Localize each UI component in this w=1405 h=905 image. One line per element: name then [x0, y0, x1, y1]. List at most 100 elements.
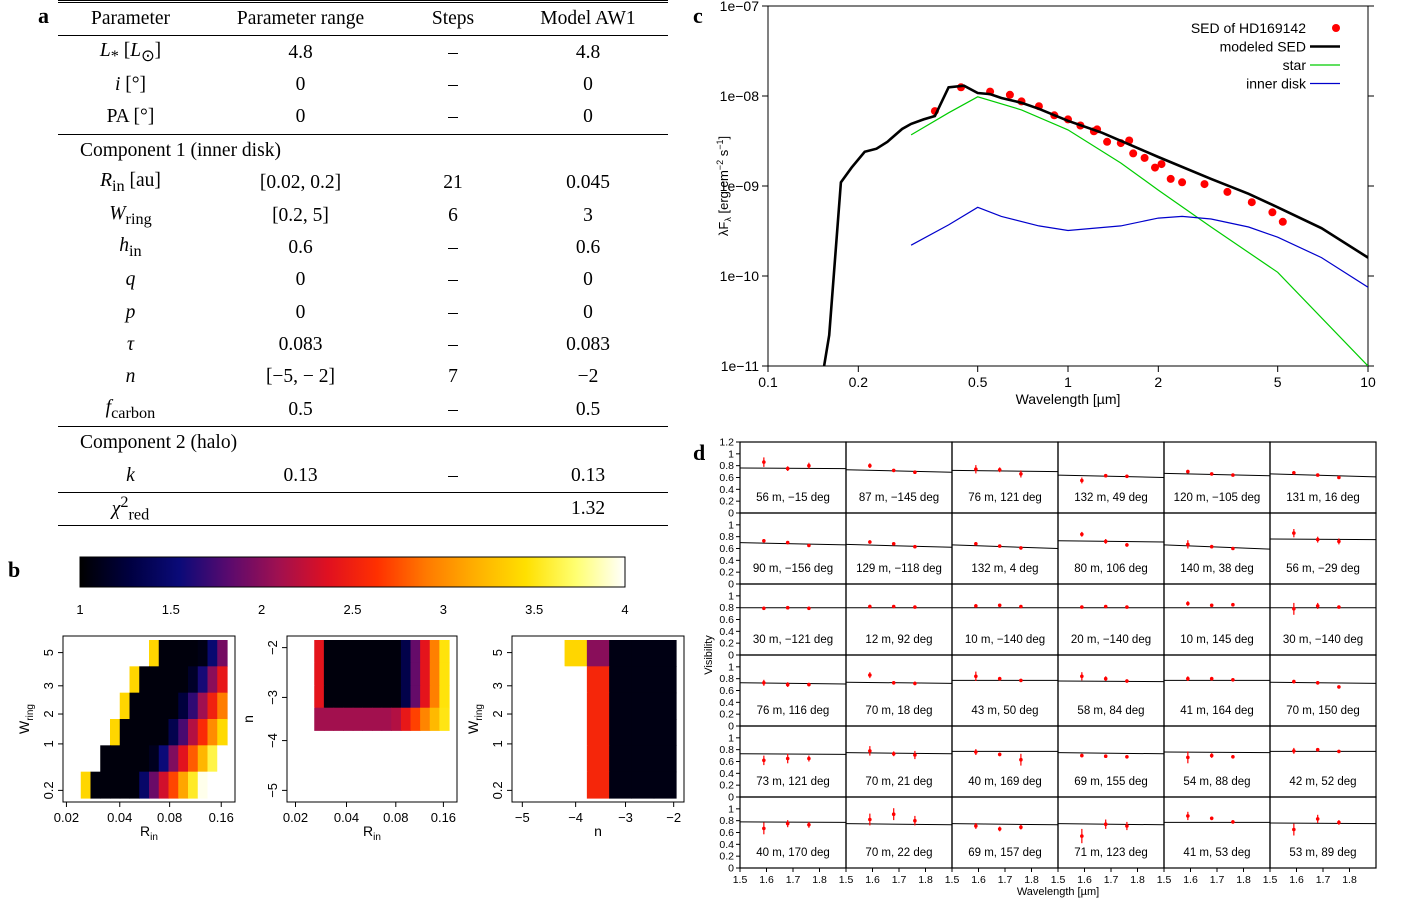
sed-data-point	[1140, 153, 1149, 162]
visibility-point	[1209, 816, 1214, 821]
param-range: 4.8	[288, 41, 313, 63]
param-name: χ2red	[58, 491, 203, 527]
y-axis-label: n	[240, 715, 256, 723]
visibility-point	[868, 673, 872, 677]
heatmap-cell	[314, 685, 325, 709]
model-visibility-line	[845, 823, 953, 826]
y-tick-label: 0.2	[719, 780, 734, 792]
visibility-point	[891, 752, 896, 756]
y-tick-label: 1	[728, 519, 734, 531]
heatmap-cell	[314, 640, 325, 664]
y-tick-label: 0.4	[719, 697, 734, 709]
heatmap-cell	[372, 685, 383, 709]
heatmap-cell	[586, 771, 610, 799]
visibility-point	[785, 682, 790, 687]
visibility-point	[997, 468, 1002, 472]
visibility-point	[1315, 817, 1320, 821]
legend-marker	[1332, 24, 1340, 32]
y-axis-label: Visibility	[703, 635, 715, 675]
heatmap-cell	[333, 685, 344, 709]
visibility-point	[974, 824, 978, 828]
model-visibility-line	[1163, 751, 1271, 754]
param-name: PA [°]	[106, 106, 155, 128]
visibility-subplot: 54 m, 88 deg	[1163, 725, 1271, 798]
baseline-label: 30 m, −140 deg	[1283, 634, 1363, 646]
heatmap-cell	[178, 745, 189, 773]
x-tick-label: 0.1	[758, 374, 778, 390]
heatmap-cell	[520, 771, 543, 799]
heatmap-frame	[286, 635, 458, 803]
x-tick-label: 1.5	[1157, 874, 1172, 886]
param-name: τ	[127, 334, 134, 356]
visibility-point	[1019, 546, 1023, 550]
heatmap-cell	[188, 771, 199, 799]
visibility-point	[913, 681, 917, 686]
heatmap-cell	[90, 745, 101, 773]
heatmap-cell	[564, 719, 588, 746]
visibility-subplot: 12 m, 92 deg	[845, 583, 953, 656]
heatmap-cell	[400, 707, 412, 731]
y-tick-label: 0.4	[719, 555, 734, 567]
param-range: 0	[295, 301, 306, 323]
heatmap-cell	[609, 745, 633, 773]
param-name: hin	[119, 234, 142, 260]
heatmap-cell	[80, 640, 92, 667]
visibility-point	[762, 681, 766, 685]
visibility-subplot: 10 m, 145 deg	[1163, 583, 1271, 656]
y-axis-label: Wring	[465, 704, 485, 734]
heatmap-cell	[631, 719, 655, 746]
panel-label-c: c	[693, 3, 703, 28]
y-tick-label: 0.2	[41, 781, 56, 799]
x-tick-label: 1.7	[998, 874, 1013, 886]
x-tick-label: 2	[1154, 374, 1162, 390]
heatmap-cell	[372, 662, 383, 686]
visibility-point	[785, 605, 790, 610]
heatmap-cell	[217, 771, 228, 799]
param-model: 0.083	[566, 334, 610, 356]
baseline-label: 70 m, 21 deg	[865, 776, 932, 788]
heatmap-cell	[333, 662, 344, 686]
y-axis-label: Wring	[16, 704, 36, 734]
param-steps: –	[448, 41, 458, 63]
heatmap-cell	[217, 692, 228, 720]
heatmap-cell	[609, 771, 633, 799]
heatmap-cell	[520, 745, 543, 773]
heatmap-cell	[631, 745, 655, 773]
visibility-point	[1337, 605, 1341, 609]
heatmap-cell	[197, 719, 209, 746]
visibility-point	[1103, 473, 1108, 478]
heatmap-cell	[119, 666, 131, 694]
heatmap-cell	[197, 640, 209, 667]
heatmap-cell	[352, 707, 363, 731]
heatmap-cell	[110, 640, 121, 667]
y-tick-label: 2	[41, 710, 56, 717]
colorbar-tick-label: 3	[440, 602, 447, 617]
heatmap-cell	[381, 685, 392, 709]
heatmap-cell	[400, 640, 412, 664]
heatmap-cell	[110, 692, 121, 720]
visibility-point	[891, 604, 896, 609]
series-line-inner-disk	[910, 206, 1368, 288]
heatmap-cell	[653, 692, 677, 720]
visibility-point	[1186, 755, 1190, 760]
param-steps: –	[448, 106, 458, 128]
colorbar-tick-label: 4	[621, 602, 628, 617]
heatmap-cell	[100, 666, 111, 694]
model-visibility-line	[845, 752, 953, 755]
heatmap-cell	[381, 640, 392, 664]
baseline-label: 12 m, 92 deg	[865, 634, 932, 646]
x-tick-label: 1.6	[759, 874, 774, 886]
heatmap-cell	[343, 707, 354, 731]
heatmap-cell	[188, 640, 199, 667]
x-axis-label: Rin	[363, 823, 381, 843]
x-tick-label: 1.8	[1024, 874, 1039, 886]
param-range: [0.02, 0.2]	[259, 172, 342, 194]
x-tick-label: 1.8	[1130, 874, 1145, 886]
heatmap-cell	[323, 707, 335, 731]
visibility-subplot: 58 m, 84 deg	[1057, 654, 1165, 727]
table-row: n [−5, − 2] 7 −2	[58, 361, 668, 393]
heatmap-cell	[586, 692, 610, 720]
heatmap-cell	[343, 662, 354, 686]
heatmap-cell	[439, 685, 450, 709]
